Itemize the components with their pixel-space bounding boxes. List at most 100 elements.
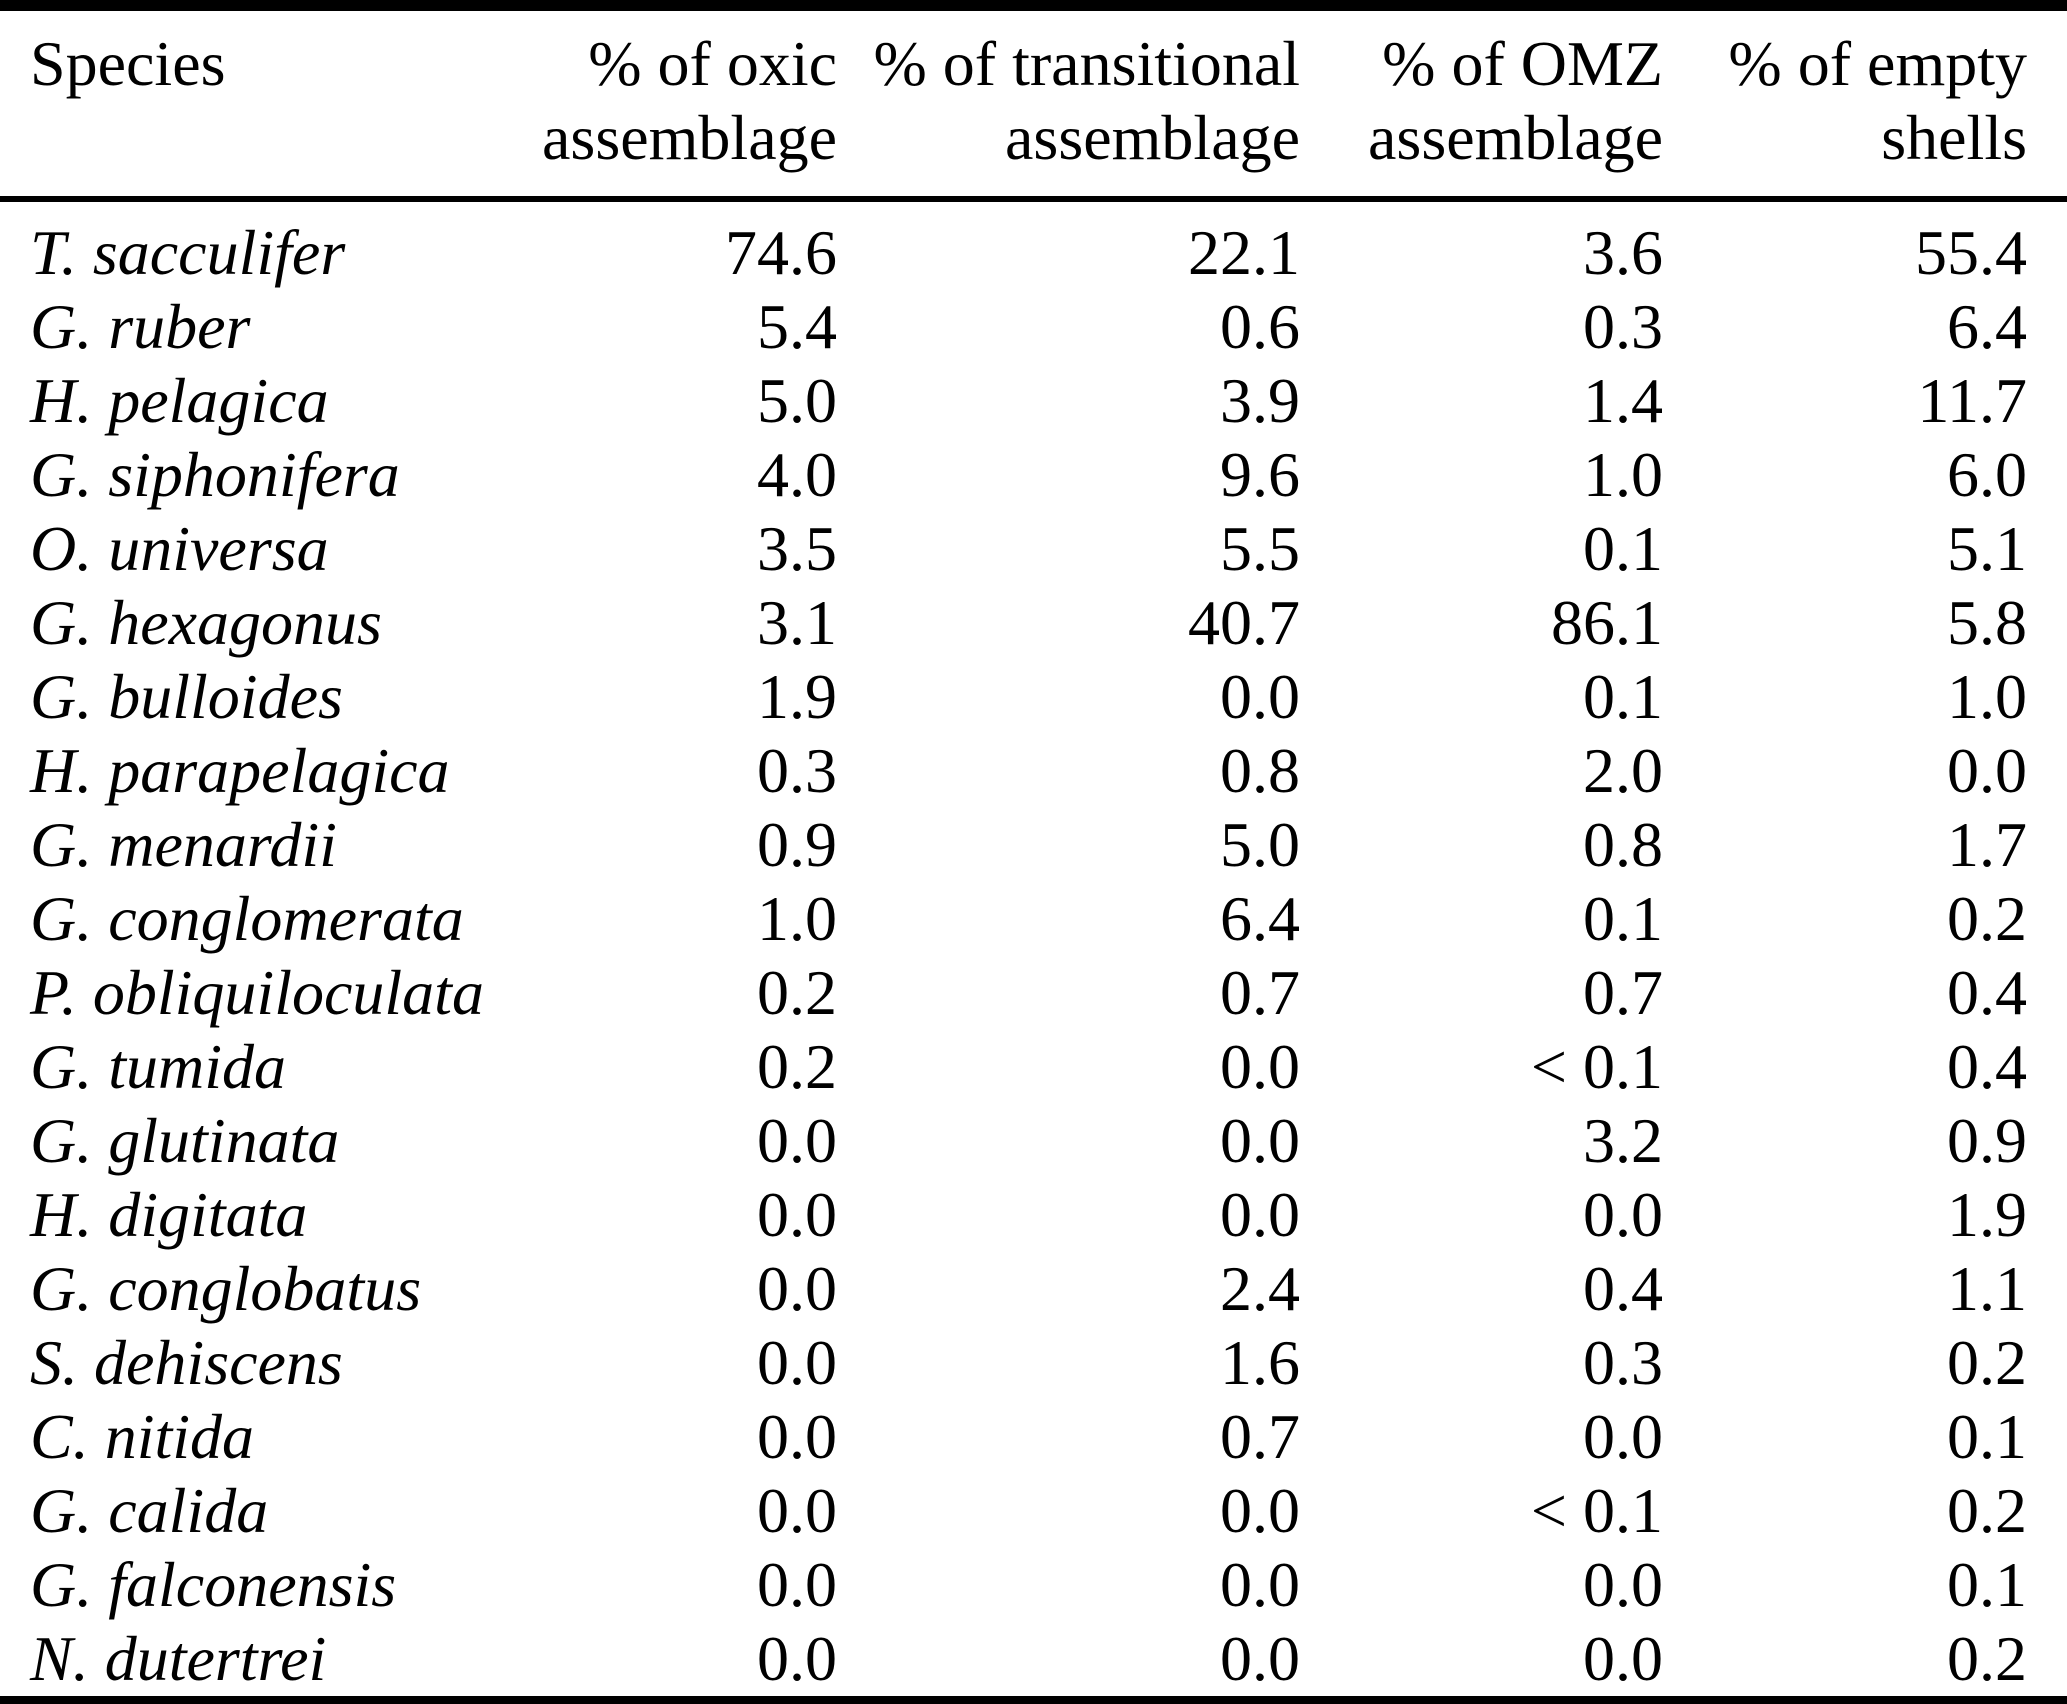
oxic-percent-cell: 0.0 <box>757 1475 837 1546</box>
header-line: assemblage <box>1005 102 1300 173</box>
oxic-percent-cell: 0.3 <box>757 735 837 806</box>
table-row: H. digitata 0.0 0.0 0.0 1.9 <box>0 1178 2067 1252</box>
omz-percent-cell: 0.7 <box>1583 957 1663 1028</box>
table-row: G. siphonifera 4.0 9.6 1.0 6.0 <box>0 438 2067 512</box>
table-row: G. tumida 0.2 0.0 < 0.1 0.4 <box>0 1030 2067 1104</box>
empty-shells-percent-cell: 55.4 <box>1915 217 2027 288</box>
empty-shells-percent-cell: 1.7 <box>1947 809 2027 880</box>
omz-percent-cell: 0.3 <box>1583 291 1663 362</box>
empty-shells-percent-cell: 5.1 <box>1947 513 2027 584</box>
table-body: T. sacculifer 74.6 22.1 3.6 55.4 G. rube… <box>0 199 2067 1702</box>
transitional-percent-cell: 0.6 <box>1220 291 1300 362</box>
omz-percent-cell: 0.0 <box>1583 1401 1663 1472</box>
empty-shells-percent-cell: 0.9 <box>1947 1105 2027 1176</box>
table-row: G. bulloides 1.9 0.0 0.1 1.0 <box>0 660 2067 734</box>
species-name-cell: H. parapelagica <box>30 735 450 806</box>
empty-shells-percent-cell: 0.2 <box>1947 1327 2027 1398</box>
table-row: G. falconensis 0.0 0.0 0.0 0.1 <box>0 1548 2067 1622</box>
transitional-percent-cell: 0.7 <box>1220 1401 1300 1472</box>
oxic-percent-cell: 5.0 <box>757 365 837 436</box>
table-row: T. sacculifer 74.6 22.1 3.6 55.4 <box>0 199 2067 290</box>
header-line: % of empty <box>1728 28 2027 99</box>
empty-shells-percent-cell: 0.1 <box>1947 1549 2027 1620</box>
table-row: C. nitida 0.0 0.7 0.0 0.1 <box>0 1400 2067 1474</box>
table-row: H. pelagica 5.0 3.9 1.4 11.7 <box>0 364 2067 438</box>
transitional-percent-cell: 40.7 <box>1188 587 1300 658</box>
column-header-transitional-assemblage: % of transitional assemblage <box>837 5 1300 202</box>
table-row: G. calida 0.0 0.0 < 0.1 0.2 <box>0 1474 2067 1548</box>
header-line: shells <box>1881 102 2027 173</box>
oxic-percent-cell: 0.0 <box>757 1253 837 1324</box>
species-name-cell: G. bulloides <box>30 661 343 732</box>
table-row: S. dehiscens 0.0 1.6 0.3 0.2 <box>0 1326 2067 1400</box>
transitional-percent-cell: 9.6 <box>1220 439 1300 510</box>
transitional-percent-cell: 0.8 <box>1220 735 1300 806</box>
oxic-percent-cell: 74.6 <box>725 217 837 288</box>
omz-percent-cell: 3.6 <box>1583 217 1663 288</box>
omz-percent-cell: 3.2 <box>1583 1105 1663 1176</box>
table-row: G. menardii 0.9 5.0 0.8 1.7 <box>0 808 2067 882</box>
species-name-cell: G. conglobatus <box>30 1253 422 1324</box>
empty-shells-percent-cell: 0.2 <box>1947 1475 2027 1546</box>
empty-shells-percent-cell: 0.4 <box>1947 957 2027 1028</box>
empty-shells-percent-cell: 0.1 <box>1947 1401 2027 1472</box>
oxic-percent-cell: 3.1 <box>757 587 837 658</box>
column-header-species: Species <box>0 5 500 202</box>
empty-shells-percent-cell: 0.2 <box>1947 1623 2027 1694</box>
table-row: N. dutertrei 0.0 0.0 0.0 0.2 <box>0 1622 2067 1702</box>
table-row: G. ruber 5.4 0.6 0.3 6.4 <box>0 290 2067 364</box>
oxic-percent-cell: 0.0 <box>757 1327 837 1398</box>
transitional-percent-cell: 0.0 <box>1220 1623 1300 1694</box>
omz-percent-cell: 0.0 <box>1583 1623 1663 1694</box>
column-header-empty-shells: % of empty shells <box>1663 5 2067 202</box>
omz-percent-cell: < 0.1 <box>1530 1031 1663 1102</box>
transitional-percent-cell: 2.4 <box>1220 1253 1300 1324</box>
oxic-percent-cell: 0.0 <box>757 1105 837 1176</box>
table-row: G. conglomerata 1.0 6.4 0.1 0.2 <box>0 882 2067 956</box>
omz-percent-cell: 2.0 <box>1583 735 1663 806</box>
table-row: P. obliquiloculata 0.2 0.7 0.7 0.4 <box>0 956 2067 1030</box>
header-line: assemblage <box>542 102 837 173</box>
species-name-cell: G. glutinata <box>30 1105 340 1176</box>
empty-shells-percent-cell: 1.0 <box>1947 661 2027 732</box>
oxic-percent-cell: 4.0 <box>757 439 837 510</box>
oxic-percent-cell: 1.9 <box>757 661 837 732</box>
species-name-cell: G. ruber <box>30 291 251 362</box>
transitional-percent-cell: 0.0 <box>1220 1475 1300 1546</box>
omz-percent-cell: 0.8 <box>1583 809 1663 880</box>
table-row: G. glutinata 0.0 0.0 3.2 0.9 <box>0 1104 2067 1178</box>
transitional-percent-cell: 0.0 <box>1220 1179 1300 1250</box>
empty-shells-percent-cell: 11.7 <box>1917 365 2027 436</box>
table-row: G. conglobatus 0.0 2.4 0.4 1.1 <box>0 1252 2067 1326</box>
omz-percent-cell: 1.0 <box>1583 439 1663 510</box>
omz-percent-cell: 0.1 <box>1583 883 1663 954</box>
oxic-percent-cell: 0.0 <box>757 1401 837 1472</box>
empty-shells-percent-cell: 0.2 <box>1947 883 2027 954</box>
omz-percent-cell: 0.0 <box>1583 1179 1663 1250</box>
transitional-percent-cell: 22.1 <box>1188 217 1300 288</box>
oxic-percent-cell: 5.4 <box>757 291 837 362</box>
species-name-cell: G. menardii <box>30 809 337 880</box>
table-row: H. parapelagica 0.3 0.8 2.0 0.0 <box>0 734 2067 808</box>
omz-percent-cell: 0.1 <box>1583 513 1663 584</box>
oxic-percent-cell: 3.5 <box>757 513 837 584</box>
transitional-percent-cell: 0.0 <box>1220 1031 1300 1102</box>
oxic-percent-cell: 0.9 <box>757 809 837 880</box>
oxic-percent-cell: 0.2 <box>757 1031 837 1102</box>
header-line: % of transitional <box>873 28 1300 99</box>
species-name-cell: N. dutertrei <box>30 1623 327 1694</box>
transitional-percent-cell: 0.0 <box>1220 1549 1300 1620</box>
omz-percent-cell: 0.0 <box>1583 1549 1663 1620</box>
species-name-cell: G. falconensis <box>30 1549 397 1620</box>
omz-percent-cell: 1.4 <box>1583 365 1663 436</box>
table-row: O. universa 3.5 5.5 0.1 5.1 <box>0 512 2067 586</box>
oxic-percent-cell: 0.0 <box>757 1179 837 1250</box>
empty-shells-percent-cell: 0.4 <box>1947 1031 2027 1102</box>
transitional-percent-cell: 0.0 <box>1220 661 1300 732</box>
species-name-cell: C. nitida <box>30 1401 255 1472</box>
empty-shells-percent-cell: 6.4 <box>1947 291 2027 362</box>
empty-shells-percent-cell: 5.8 <box>1947 587 2027 658</box>
empty-shells-percent-cell: 1.1 <box>1947 1253 2027 1324</box>
transitional-percent-cell: 0.0 <box>1220 1105 1300 1176</box>
